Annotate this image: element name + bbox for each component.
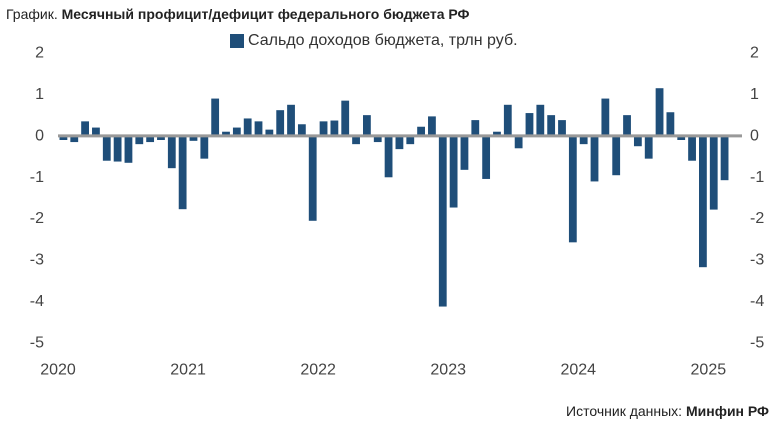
- bar: [568, 135, 577, 243]
- bars-group: [59, 88, 729, 307]
- x-axis: 2020 2021 2022 2023 2024 2025: [40, 362, 726, 379]
- bar: [536, 104, 545, 136]
- bar: [688, 135, 696, 161]
- x-tick-label: 2023: [430, 362, 466, 379]
- y-tick-label-left: -2: [30, 210, 44, 227]
- bar: [666, 112, 675, 136]
- bar: [81, 121, 89, 136]
- bar: [699, 135, 707, 268]
- bar: [276, 110, 285, 136]
- legend-swatch: [230, 34, 244, 48]
- bar: [330, 120, 339, 136]
- bar: [211, 98, 220, 136]
- bar: [167, 135, 176, 169]
- y-tick-label-right: -5: [750, 335, 764, 352]
- bar: [406, 135, 415, 145]
- chart-legend: Сальдо доходов бюджета, трлн руб.: [230, 32, 518, 50]
- bar: [243, 118, 252, 136]
- bar: [92, 127, 100, 136]
- y-tick-label-right: -4: [750, 293, 764, 310]
- y-tick-label-right: 0: [750, 127, 759, 144]
- bar: [720, 135, 729, 181]
- bar: [222, 131, 230, 136]
- bar: [265, 129, 274, 136]
- x-tick-label: 2020: [40, 362, 76, 379]
- x-tick-label: 2024: [560, 362, 596, 379]
- y-tick-label-right: -1: [750, 169, 764, 186]
- bar: [254, 121, 263, 136]
- y-tick-label-right: -3: [750, 252, 764, 269]
- bar: [493, 131, 501, 136]
- y-tick-label-right: -2: [750, 210, 764, 227]
- bar: [341, 100, 350, 136]
- bar: [70, 135, 79, 143]
- bar: [514, 135, 523, 149]
- bar: [644, 135, 653, 159]
- bar: [113, 135, 122, 162]
- chart-title-prefix: График.: [6, 6, 58, 22]
- bar: [363, 115, 371, 136]
- bar: [395, 135, 404, 150]
- bar: [135, 135, 144, 145]
- bar: [232, 127, 241, 136]
- source-name: Минфин РФ: [685, 403, 769, 419]
- bar: [200, 135, 209, 159]
- chart-title-main: Месячный профицит/дефицит федерального б…: [61, 6, 470, 22]
- y-tick-label-left: 1: [35, 86, 44, 103]
- bar: [146, 135, 155, 143]
- bar: [471, 120, 480, 136]
- y-axis-left: 2 1 0 -1 -2 -3 -4 -5: [30, 45, 44, 352]
- y-tick-label-left: -1: [30, 169, 44, 186]
- bar: [287, 104, 295, 136]
- bar: [157, 135, 165, 140]
- bar: [308, 135, 317, 221]
- bar: [417, 126, 425, 136]
- y-tick-label-left: -3: [30, 252, 44, 269]
- bar: [449, 135, 458, 208]
- x-tick-label: 2022: [300, 362, 336, 379]
- legend-label: Сальдо доходов бюджета, трлн руб.: [248, 32, 518, 49]
- bar: [482, 135, 491, 179]
- bar: [601, 98, 610, 136]
- bar: [373, 135, 382, 143]
- bar: [579, 135, 588, 145]
- bar: [124, 135, 133, 163]
- y-tick-label-left: -5: [30, 335, 44, 352]
- bar: [677, 135, 686, 140]
- bar: [503, 104, 512, 136]
- bar: [102, 135, 111, 161]
- source-note: Источник данных: Минфин РФ: [566, 403, 769, 419]
- bar: [59, 135, 68, 140]
- y-tick-label-right: 1: [750, 86, 759, 103]
- bar: [352, 135, 360, 145]
- y-tick-label-left: -4: [30, 293, 44, 310]
- bar: [547, 115, 556, 136]
- y-axis-right: 2 1 0 -1 -2 -3 -4 -5: [750, 45, 764, 352]
- bar: [655, 88, 664, 136]
- bar: [438, 135, 447, 307]
- y-tick-label-left: 0: [35, 127, 44, 144]
- x-tick-label: 2025: [691, 362, 727, 379]
- bar: [384, 135, 393, 178]
- chart-title: График. Месячный профицит/дефицит федера…: [6, 6, 469, 22]
- bar: [297, 124, 306, 136]
- bar: [623, 115, 631, 136]
- source-label: Источник данных:: [566, 403, 683, 419]
- bar: [189, 135, 198, 141]
- y-tick-label-right: 2: [750, 45, 759, 62]
- bar: [709, 135, 718, 210]
- y-tick-label-left: 2: [35, 45, 44, 62]
- bar: [633, 135, 642, 147]
- bar: [319, 121, 328, 136]
- bar: [460, 135, 469, 170]
- bar: [525, 113, 534, 136]
- x-tick-label: 2021: [170, 362, 206, 379]
- bar: [590, 135, 599, 182]
- bar: [558, 120, 566, 136]
- bar: [178, 135, 187, 210]
- bar: [612, 135, 621, 176]
- bar: [428, 116, 436, 136]
